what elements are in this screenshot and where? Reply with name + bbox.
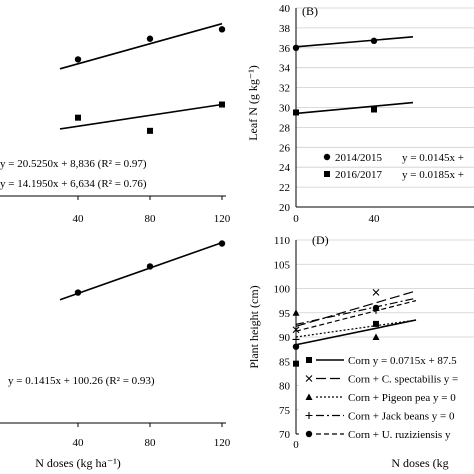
br-y-tick-label-2: 80 [279,381,291,393]
br-y-tick-label-6: 100 [274,284,291,296]
tr-y-tick-label-6: 32 [279,83,290,95]
br-legend-marker-1 [305,375,313,382]
tr-x-tick-label-1: 40 [369,213,381,225]
panel-bottom-right: 707580859095100105110040 (D) Plant heigh… [247,233,474,470]
panel-top-right: 20 22 24 26 28 30 32 34 36 38 40 0 40 (B) Leaf N (g … [246,3,474,225]
bl-series-0-point-1 [146,263,154,270]
br-legend-marker-2 [305,393,313,400]
br-series-4-point-0 [292,343,300,350]
tr-series-1-point-0 [293,109,299,116]
tr-y-tick-label-3: 26 [279,142,291,154]
br-y-tick-label-7: 105 [274,259,291,271]
bl-x-tick-label-2: 120 [214,437,231,449]
br-y-tick-label-8: 110 [274,235,291,247]
tr-trendline-0 [295,36,414,48]
tr-legend-marker-circle [323,153,331,161]
panel-bottom-left: 40 80 120 y = 0.1415x + 100.26 (R² = 0.93)… [0,240,231,470]
br-trendline-0 [295,319,417,346]
bl-x-axis-label: N doses (kg ha⁻¹) [35,456,121,470]
br-series-2-point-0 [292,309,300,316]
tr-legend-equation-2: y = 0.0185x + [402,169,464,181]
br-trendline-3 [295,297,417,325]
br-trendline-4 [295,300,417,332]
tr-y-tick-label-2: 24 [279,162,291,174]
br-legend-marker-3 [305,412,313,419]
br-y-tick-label-0: 70 [279,429,291,441]
tl-equation-1: y = 20.5250x + 8,836 (R² = 0.97) [0,158,147,170]
tl-x-tick-label-2: 120 [214,213,231,225]
br-series-1-point-0 [292,326,300,334]
tr-y-axis-label: Leaf N (g kg⁻¹) [246,65,260,141]
tr-legend: 2014/2015 y = 0.0145x + 2016/2017 y = 0.… [323,152,464,181]
tl-series-0-point-0 [74,56,82,63]
br-series-3-point-0 [292,335,300,343]
tl-series-1-point-1 [147,127,153,134]
br-legend-label-4: Corn + U. ruziziensis y [348,429,451,441]
bl-x-tick-label-1: 80 [145,437,157,449]
bl-equation: y = 0.1415x + 100.26 (R² = 0.93) [8,375,155,387]
tl-series-0-point-1 [146,35,154,42]
br-legend-label-0: Corn y = 0.0715x + 87.5 [348,355,457,367]
tr-legend-series-1: 2014/2015 [335,152,383,164]
tr-y-tick-label-10: 40 [279,3,291,15]
tr-legend-series-2: 2016/2017 [335,169,383,181]
bl-x-tick-label-0: 40 [73,437,85,449]
br-legend-marker-0 [306,357,312,363]
br-y-tick-label-3: 85 [279,356,291,368]
tl-x-tick-label-0: 40 [73,213,85,225]
panel-top-left: 40 80 120 y = 20.5250x + 8,836 (R² = 0.97)… [0,22,231,225]
tr-y-tick-label-5: 30 [279,103,291,115]
br-series-0-point-1 [373,320,379,327]
tl-trendline-1 [59,103,223,130]
br-legend-label-1: Corn + C. spectabilis y = [348,374,458,386]
tl-series-0-point-2 [218,26,226,33]
bl-series-0-point-2 [218,240,226,247]
tl-series-1-point-0 [75,114,81,121]
tr-series-1-point-1 [371,106,377,113]
br-y-axis-label: Plant height (cm) [247,285,261,368]
br-y-tick-label-1: 75 [279,405,291,417]
tr-y-tick-label-4: 28 [279,122,291,134]
br-y-tick-label-5: 95 [279,308,291,320]
br-legend-box [299,350,474,452]
tr-y-tick-label-9: 38 [279,23,291,35]
bl-series-0-point-0 [74,289,82,296]
tr-x-tick-label-0: 0 [293,213,299,225]
tr-legend-marker-square [324,171,330,177]
br-x-tick-label-0: 0 [293,439,299,451]
tl-series-1-point-2 [219,101,225,108]
tl-trendline-0 [59,22,223,70]
br-y-tick-label-4: 90 [279,332,291,344]
br-legend-label-2: Corn + Pigeon pea y = 0 [348,392,456,404]
br-legend-marker-4 [305,430,313,438]
br-panel-label: (D) [312,233,329,247]
tr-y-tick-label-7: 34 [279,63,291,75]
br-series-1-point-1 [372,288,380,296]
tr-y-tick-label-0: 20 [279,202,291,214]
tr-y-tick-label-8: 36 [279,43,291,55]
tr-series-0-point-1 [370,37,378,45]
br-series-2-point-1 [372,333,380,340]
tr-trendline-1 [295,101,414,115]
tl-equation-2: y = 14.1950x + 6,634 (R² = 0.76) [0,178,147,190]
tr-series-0-point-0 [292,44,300,51]
br-legend-label-3: Corn + Jack beans y = 0 [348,411,455,423]
br-series-4-point-1 [372,304,380,312]
br-trendline-2 [295,319,417,338]
br-series-0-point-0 [293,360,299,367]
bl-trendline-0 [59,241,223,301]
tr-y-tick-label-1: 22 [279,182,290,194]
tl-x-tick-label-1: 80 [145,213,157,225]
tr-panel-label: (B) [302,4,318,18]
br-legend: Corn y = 0.0715x + 87.5 Corn + C. spectab… [299,350,474,452]
br-x-axis-label: N doses (kg [391,456,448,470]
tr-legend-equation-1: y = 0.0145x + [402,152,464,164]
